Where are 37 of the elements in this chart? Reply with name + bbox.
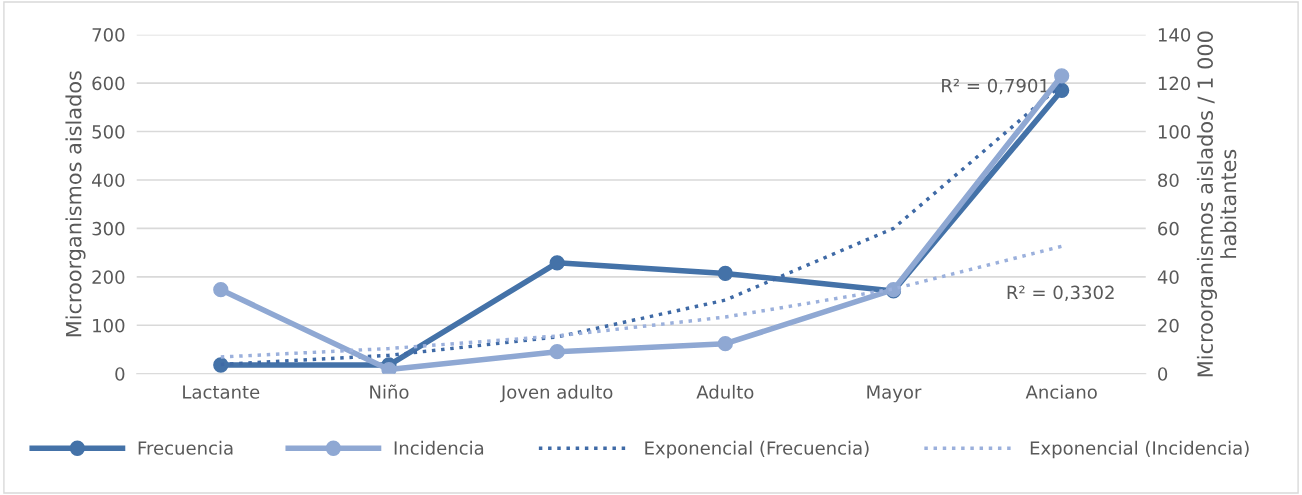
y-tick-label: 100	[93, 318, 125, 333]
y-tick-label: 200	[92, 270, 125, 284]
point	[1054, 68, 1070, 84]
y2-tick-label: 140	[1158, 28, 1191, 42]
x-tick-label: Joven adulto	[499, 384, 613, 403]
y-tick-label: 700	[92, 28, 125, 42]
point	[213, 282, 229, 298]
y2-tick-label: 80	[1158, 173, 1179, 188]
y2-axis-title: Microorganismos aislados / 1 000 habitantes	[1196, 31, 1237, 377]
y2-tick-label: 40	[1157, 270, 1179, 284]
y-axis-title: Microorganismos aislados	[65, 71, 86, 337]
annotation: R² = 0,3302	[1007, 285, 1114, 302]
legend-label: Exponencial (Incidencia)	[1030, 440, 1249, 459]
x-tick-label: Anciano	[1025, 384, 1097, 399]
y2-tick-label: 100	[1158, 124, 1191, 139]
x-tick-label: Mayor	[867, 385, 922, 403]
point	[717, 265, 733, 282]
point	[213, 357, 229, 373]
y-tick-label: 400	[92, 173, 125, 188]
y2-tick-label: 120	[1158, 76, 1191, 91]
y-tick-label: 0	[115, 367, 125, 381]
y2-tick-label: 20	[1158, 318, 1179, 333]
point	[549, 344, 565, 360]
x-tick-label: Niño	[370, 384, 409, 399]
y-tick-label: 300	[92, 221, 125, 236]
point	[717, 336, 733, 352]
y2-tick-label: 60	[1158, 221, 1179, 236]
x-tick-label: Adulto	[696, 384, 754, 399]
y-tick-label: 500	[92, 124, 125, 139]
point	[549, 255, 565, 271]
legend-label: Frecuencia	[138, 440, 233, 455]
x-tick-label: Lactante	[183, 385, 260, 399]
legend-label: Exponencial (Frecuencia)	[645, 440, 869, 459]
y-tick-label: 600	[92, 76, 125, 91]
annotation: R² = 0,7901	[942, 78, 1049, 95]
y2-tick-label: 0	[1158, 367, 1168, 381]
legend-label: Incidencia	[394, 440, 484, 455]
